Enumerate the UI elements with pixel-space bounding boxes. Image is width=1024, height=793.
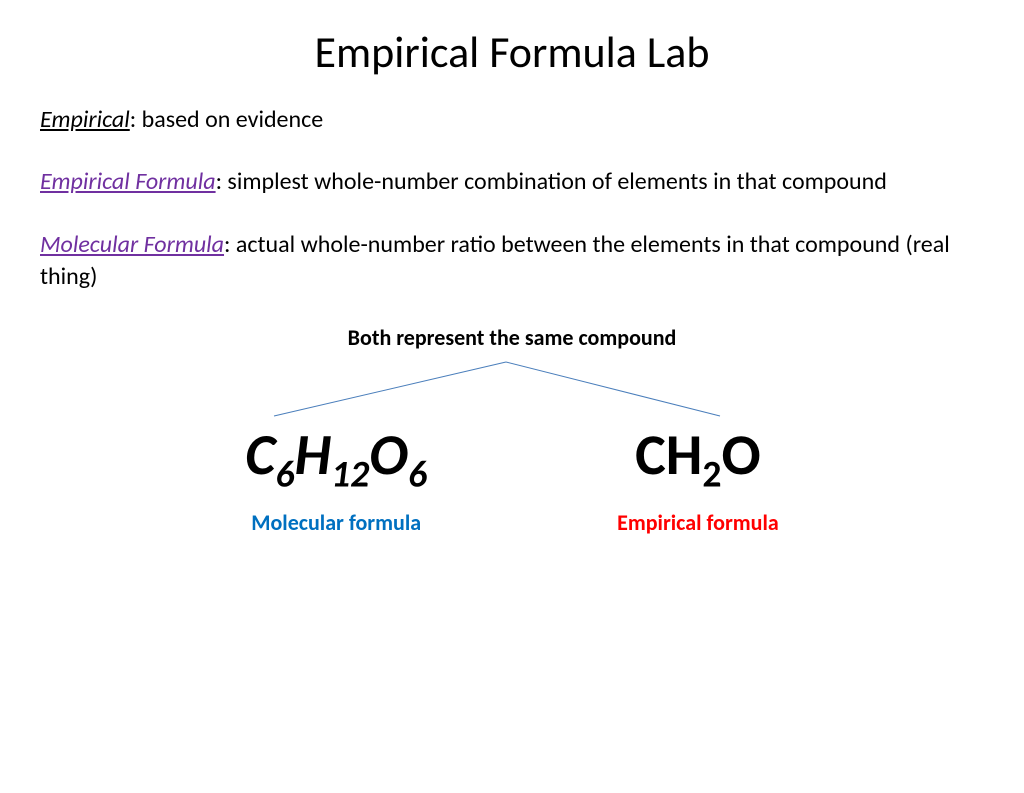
- connector-diagram: [40, 356, 984, 426]
- term-empirical-formula: Empirical Formula: [40, 167, 216, 196]
- content-area: Empirical: based on evidence Empirical F…: [0, 104, 1024, 536]
- term-empirical: Empirical: [40, 105, 130, 134]
- empirical-formula-value: CH2O: [635, 426, 761, 484]
- term-molecular-formula: Molecular Formula: [40, 230, 224, 259]
- def-empirical-text: : based on evidence: [130, 105, 323, 134]
- molecular-label: Molecular formula: [251, 509, 421, 536]
- def-empirical-formula-text: : simplest whole-number combination of e…: [216, 167, 887, 196]
- empirical-label: Empirical formula: [617, 509, 779, 536]
- formulas-row: C6H12O6 Molecular formula CH2O Empirical…: [40, 426, 984, 536]
- empirical-block: CH2O Empirical formula: [617, 426, 779, 536]
- definition-empirical: Empirical: based on evidence: [40, 104, 984, 136]
- molecular-formula-value: C6H12O6: [245, 426, 427, 484]
- definition-empirical-formula: Empirical Formula: simplest whole-number…: [40, 166, 984, 198]
- definition-molecular-formula: Molecular Formula: actual whole-number r…: [40, 229, 984, 294]
- slide-title: Empirical Formula Lab: [0, 25, 1024, 79]
- molecular-block: C6H12O6 Molecular formula: [245, 426, 427, 536]
- both-represent-text: Both represent the same compound: [40, 324, 984, 351]
